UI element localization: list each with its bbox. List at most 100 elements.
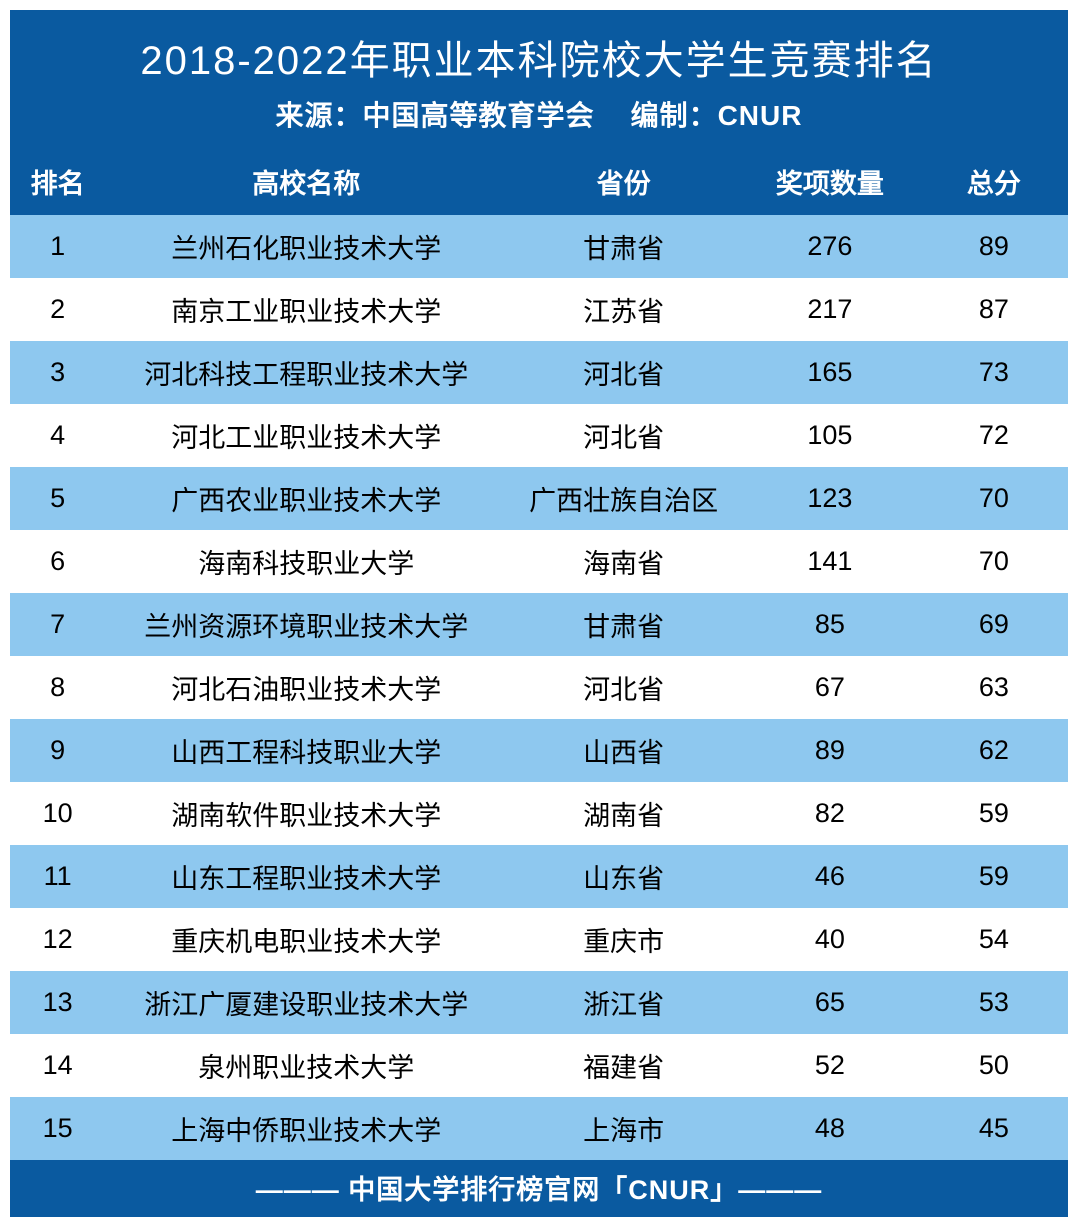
- page-title: 2018-2022年职业本科院校大学生竞赛排名: [10, 28, 1068, 86]
- cell-name: 山东工程职业技术大学: [105, 845, 507, 908]
- cell-name: 广西农业职业技术大学: [105, 467, 507, 530]
- cell-rank: 5: [10, 467, 105, 530]
- cell-score: 59: [920, 782, 1068, 845]
- table-row: 11山东工程职业技术大学山东省4659: [10, 845, 1068, 908]
- cell-score: 89: [920, 215, 1068, 278]
- cell-awards: 82: [740, 782, 920, 845]
- cell-rank: 9: [10, 719, 105, 782]
- cell-province: 上海市: [507, 1097, 740, 1160]
- cell-awards: 165: [740, 341, 920, 404]
- cell-province: 福建省: [507, 1034, 740, 1097]
- cell-name: 河北工业职业技术大学: [105, 404, 507, 467]
- cell-rank: 12: [10, 908, 105, 971]
- source-label: 来源：: [276, 100, 363, 131]
- table-row: 10湖南软件职业技术大学湖南省8259: [10, 782, 1068, 845]
- compiled-value: CNUR: [718, 100, 803, 131]
- footer-block: ——— 中国大学排行榜官网「CNUR」———: [10, 1160, 1068, 1217]
- cell-province: 广西壮族自治区: [507, 467, 740, 530]
- table-row: 4河北工业职业技术大学河北省10572: [10, 404, 1068, 467]
- cell-rank: 11: [10, 845, 105, 908]
- table-row: 3河北科技工程职业技术大学河北省16573: [10, 341, 1068, 404]
- cell-province: 湖南省: [507, 782, 740, 845]
- table-body: 1兰州石化职业技术大学甘肃省276892南京工业职业技术大学江苏省217873河…: [10, 215, 1068, 1160]
- cell-score: 53: [920, 971, 1068, 1034]
- cell-awards: 276: [740, 215, 920, 278]
- cell-province: 甘肃省: [507, 215, 740, 278]
- cell-rank: 8: [10, 656, 105, 719]
- cell-score: 50: [920, 1034, 1068, 1097]
- ranking-container: 2018-2022年职业本科院校大学生竞赛排名 来源：中国高等教育学会 编制：CN…: [10, 10, 1068, 1217]
- cell-awards: 141: [740, 530, 920, 593]
- source-value: 中国高等教育学会: [363, 100, 595, 131]
- table-row: 15上海中侨职业技术大学上海市4845: [10, 1097, 1068, 1160]
- cell-awards: 65: [740, 971, 920, 1034]
- table-row: 9山西工程科技职业大学山西省8962: [10, 719, 1068, 782]
- cell-name: 山西工程科技职业大学: [105, 719, 507, 782]
- table-row: 7兰州资源环境职业技术大学甘肃省8569: [10, 593, 1068, 656]
- cell-rank: 7: [10, 593, 105, 656]
- cell-score: 70: [920, 467, 1068, 530]
- cell-name: 河北石油职业技术大学: [105, 656, 507, 719]
- table-row: 2南京工业职业技术大学江苏省21787: [10, 278, 1068, 341]
- table-row: 5广西农业职业技术大学广西壮族自治区12370: [10, 467, 1068, 530]
- cell-awards: 105: [740, 404, 920, 467]
- cell-awards: 46: [740, 845, 920, 908]
- col-header-rank: 排名: [10, 148, 105, 215]
- cell-province: 山西省: [507, 719, 740, 782]
- col-header-awards: 奖项数量: [740, 148, 920, 215]
- cell-rank: 15: [10, 1097, 105, 1160]
- cell-name: 浙江广厦建设职业技术大学: [105, 971, 507, 1034]
- cell-name: 重庆机电职业技术大学: [105, 908, 507, 971]
- cell-name: 河北科技工程职业技术大学: [105, 341, 507, 404]
- col-header-name: 高校名称: [105, 148, 507, 215]
- cell-score: 62: [920, 719, 1068, 782]
- cell-score: 70: [920, 530, 1068, 593]
- cell-awards: 67: [740, 656, 920, 719]
- cell-name: 湖南软件职业技术大学: [105, 782, 507, 845]
- cell-name: 兰州石化职业技术大学: [105, 215, 507, 278]
- cell-rank: 14: [10, 1034, 105, 1097]
- page-subtitle: 来源：中国高等教育学会 编制：CNUR: [10, 94, 1068, 134]
- table-row: 8河北石油职业技术大学河北省6763: [10, 656, 1068, 719]
- cell-awards: 89: [740, 719, 920, 782]
- cell-awards: 85: [740, 593, 920, 656]
- table-row: 12重庆机电职业技术大学重庆市4054: [10, 908, 1068, 971]
- cell-name: 泉州职业技术大学: [105, 1034, 507, 1097]
- compiled-label: 编制：: [631, 100, 718, 131]
- cell-name: 兰州资源环境职业技术大学: [105, 593, 507, 656]
- cell-score: 72: [920, 404, 1068, 467]
- cell-score: 54: [920, 908, 1068, 971]
- cell-awards: 52: [740, 1034, 920, 1097]
- cell-rank: 1: [10, 215, 105, 278]
- cell-province: 海南省: [507, 530, 740, 593]
- cell-score: 69: [920, 593, 1068, 656]
- header-block: 2018-2022年职业本科院校大学生竞赛排名 来源：中国高等教育学会 编制：CN…: [10, 10, 1068, 148]
- cell-province: 江苏省: [507, 278, 740, 341]
- cell-province: 重庆市: [507, 908, 740, 971]
- cell-province: 河北省: [507, 404, 740, 467]
- cell-score: 87: [920, 278, 1068, 341]
- cell-awards: 217: [740, 278, 920, 341]
- cell-rank: 3: [10, 341, 105, 404]
- cell-score: 63: [920, 656, 1068, 719]
- cell-awards: 48: [740, 1097, 920, 1160]
- table-head: 排名 高校名称 省份 奖项数量 总分: [10, 148, 1068, 215]
- cell-score: 59: [920, 845, 1068, 908]
- cell-score: 45: [920, 1097, 1068, 1160]
- col-header-province: 省份: [507, 148, 740, 215]
- cell-name: 南京工业职业技术大学: [105, 278, 507, 341]
- cell-awards: 123: [740, 467, 920, 530]
- ranking-table: 排名 高校名称 省份 奖项数量 总分 1兰州石化职业技术大学甘肃省276892南…: [10, 148, 1068, 1160]
- cell-rank: 2: [10, 278, 105, 341]
- cell-province: 河北省: [507, 656, 740, 719]
- cell-rank: 13: [10, 971, 105, 1034]
- cell-province: 山东省: [507, 845, 740, 908]
- cell-name: 上海中侨职业技术大学: [105, 1097, 507, 1160]
- cell-province: 甘肃省: [507, 593, 740, 656]
- cell-awards: 40: [740, 908, 920, 971]
- cell-score: 73: [920, 341, 1068, 404]
- table-row: 1兰州石化职业技术大学甘肃省27689: [10, 215, 1068, 278]
- table-row: 6海南科技职业大学海南省14170: [10, 530, 1068, 593]
- cell-name: 海南科技职业大学: [105, 530, 507, 593]
- cell-rank: 10: [10, 782, 105, 845]
